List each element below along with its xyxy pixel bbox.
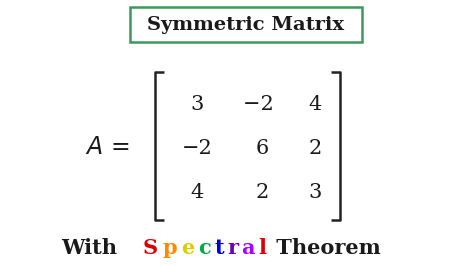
- Text: l: l: [258, 238, 266, 258]
- Text: p: p: [162, 238, 177, 258]
- Text: 4: 4: [309, 94, 322, 114]
- Text: −2: −2: [182, 139, 212, 157]
- Text: $A\,=$: $A\,=$: [85, 136, 130, 160]
- Text: 3: 3: [308, 182, 322, 202]
- Text: e: e: [181, 238, 194, 258]
- Text: t: t: [215, 238, 224, 258]
- FancyBboxPatch shape: [130, 7, 362, 42]
- Text: 3: 3: [191, 94, 204, 114]
- Text: a: a: [241, 238, 255, 258]
- Text: c: c: [198, 238, 211, 258]
- Text: Theorem: Theorem: [269, 238, 381, 258]
- Text: With: With: [61, 238, 124, 258]
- Text: r: r: [227, 238, 238, 258]
- Text: 4: 4: [191, 182, 204, 202]
- Text: S: S: [143, 238, 158, 258]
- Text: 2: 2: [309, 139, 322, 157]
- Text: 2: 2: [255, 182, 269, 202]
- Text: 6: 6: [255, 139, 269, 157]
- Text: Symmetric Matrix: Symmetric Matrix: [147, 15, 345, 34]
- Text: −2: −2: [243, 94, 281, 114]
